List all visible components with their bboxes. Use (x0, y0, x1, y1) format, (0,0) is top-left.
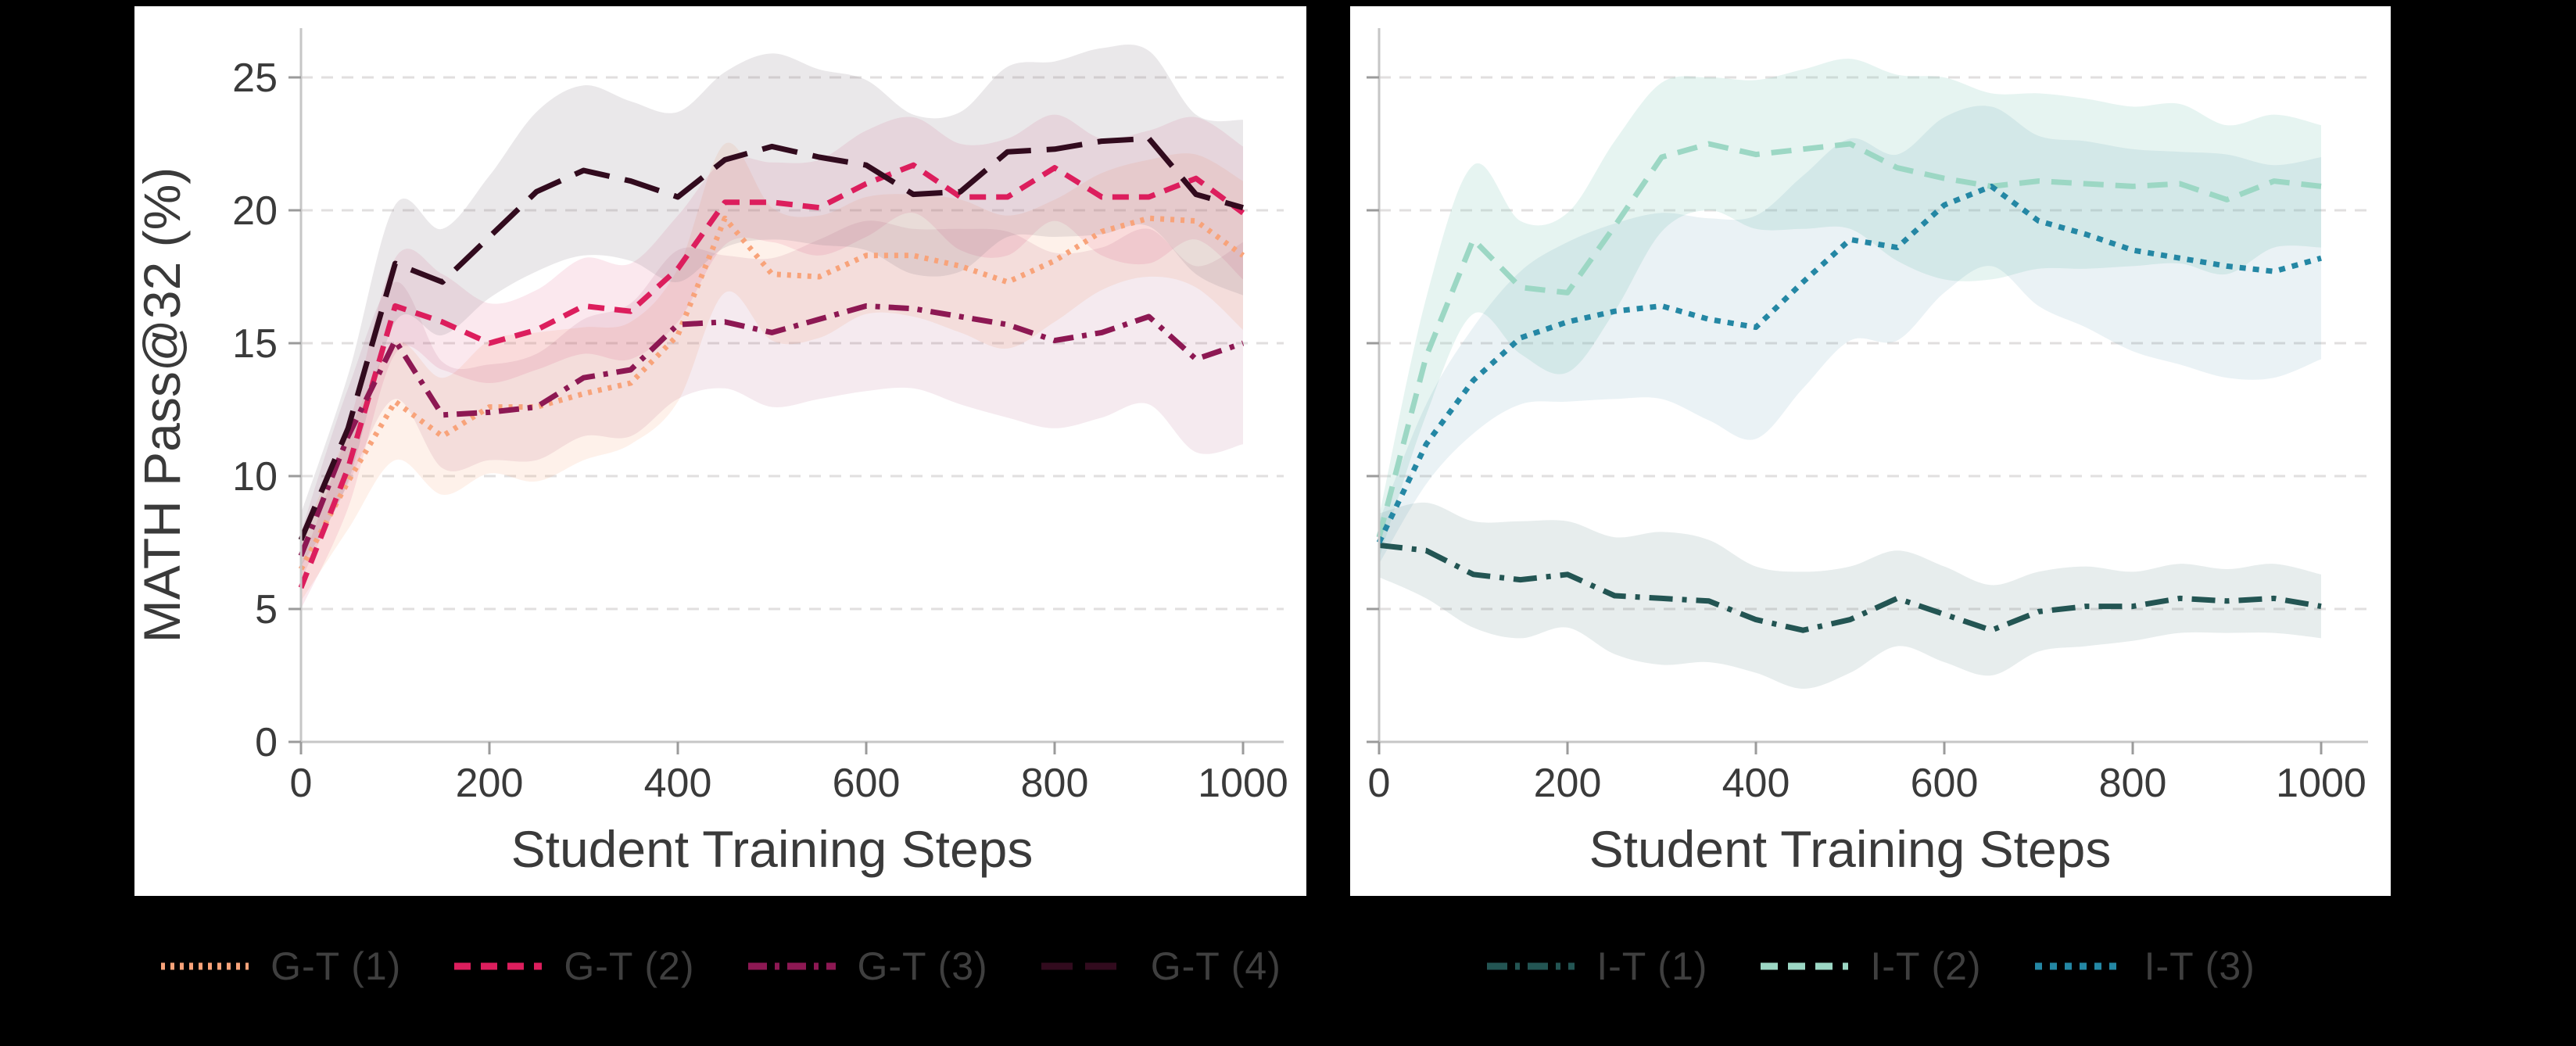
legend-item-G-T2: G-T (2) (453, 944, 694, 989)
confidence-band-G-T3 (301, 220, 1243, 580)
legend-item-I-T1: I-T (1) (1485, 944, 1707, 989)
x-tick-label-1000: 1000 (1198, 761, 1288, 806)
legend-swatch-G-T4-icon (1041, 962, 1129, 970)
legend-item-G-T4: G-T (4) (1040, 944, 1281, 989)
x-tick-label-0: 0 (1368, 761, 1391, 806)
right-chart-svg: 0 200 400 600 800 1000 Student Training Steps (1367, 28, 2368, 878)
legend-label: G-T (1) (270, 944, 402, 988)
y-tick-label-0: 0 (255, 720, 278, 765)
legend-label: I-T (1) (1596, 944, 1708, 988)
x-tick-label-200: 200 (1534, 761, 1602, 806)
legend-item-I-T3: I-T (3) (2033, 944, 2255, 989)
legend-swatch-I-T2-icon (1761, 962, 1849, 970)
right-chart-legend: I-T (1) I-T (2) I-T (3) (1350, 921, 2391, 1012)
legend-swatch-G-T3-icon (747, 962, 836, 970)
left-chart-legend: G-T (1) G-T (2) G-T (3) G-T (4) (134, 921, 1306, 1012)
legend-swatch-I-T1-icon (1487, 962, 1575, 970)
confidence-band-G-T4 (301, 44, 1243, 567)
legend-label: I-T (2) (1870, 944, 1982, 988)
series-line-G-T3 (298, 303, 1245, 557)
x-axis-title: Student Training Steps (1589, 820, 2112, 878)
series-line-I-T1 (1378, 542, 2322, 633)
series-line-I-T2 (1376, 141, 2322, 539)
left-chart-svg: 0 5 10 15 20 25 0 200 400 600 800 1000 Student Train… (134, 28, 1288, 878)
series-line-I-T3 (1376, 183, 2322, 544)
legend-item-I-T2: I-T (2) (1759, 944, 1981, 989)
legend-swatch-G-T1-icon (161, 962, 249, 970)
legend-label: G-T (3) (857, 944, 988, 988)
legend-label: G-T (4) (1150, 944, 1281, 988)
legend-swatch-G-T2-icon (454, 962, 543, 970)
y-axis-title: MATH Pass@32 (%) (134, 167, 191, 643)
confidence-band-G-T1 (301, 142, 1243, 601)
confidence-band-I-T1 (1379, 502, 2321, 689)
series-line-G-T1 (298, 215, 1245, 571)
legend-label: I-T (3) (2144, 944, 2255, 988)
y-tick-label-25: 25 (232, 56, 278, 101)
legend-label: G-T (2) (564, 944, 695, 988)
x-tick-label-400: 400 (1722, 761, 1790, 806)
confidence-band-I-T3 (1379, 106, 2321, 564)
x-tick-label-600: 600 (833, 761, 901, 806)
left-chart-panel: 0 5 10 15 20 25 0 200 400 600 800 1000 Student Train… (134, 6, 1306, 896)
y-tick-label-5: 5 (255, 587, 278, 632)
x-tick-label-1000: 1000 (2276, 761, 2366, 806)
y-tick-label-10: 10 (232, 454, 278, 500)
x-tick-label-600: 600 (1911, 761, 1979, 806)
legend-item-G-T1: G-T (1) (159, 944, 401, 989)
series-line-G-T4 (298, 135, 1244, 541)
legend-item-G-T3: G-T (3) (747, 944, 988, 989)
legend-swatch-I-T3-icon (2034, 962, 2123, 970)
confidence-band-G-T2 (301, 114, 1243, 610)
x-tick-label-400: 400 (644, 761, 712, 806)
x-tick-label-800: 800 (1021, 761, 1089, 806)
y-tick-label-20: 20 (232, 188, 278, 234)
x-tick-label-200: 200 (456, 761, 524, 806)
y-tick-label-15: 15 (232, 321, 278, 367)
right-chart-panel: 0 200 400 600 800 1000 Student Training Steps (1350, 6, 2391, 896)
x-tick-label-0: 0 (290, 761, 313, 806)
x-axis-title: Student Training Steps (511, 820, 1034, 878)
x-tick-label-800: 800 (2099, 761, 2167, 806)
